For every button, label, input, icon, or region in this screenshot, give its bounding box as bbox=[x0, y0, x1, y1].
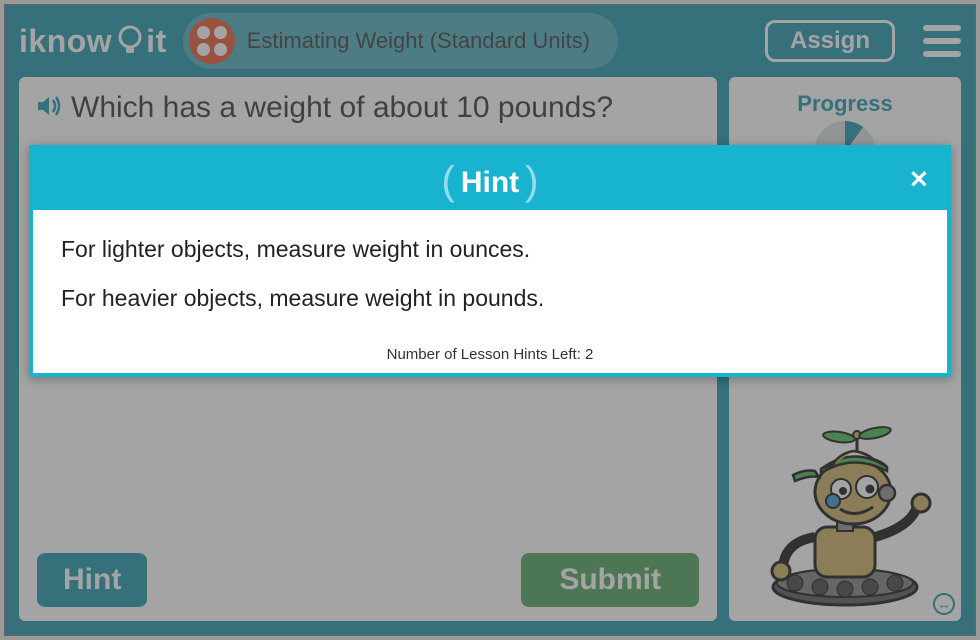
resize-icon[interactable]: ↔ bbox=[933, 593, 955, 615]
question-text: Which has a weight of about 10 pounds? bbox=[71, 91, 613, 125]
lesson-title: Estimating Weight (Standard Units) bbox=[247, 28, 590, 54]
logo-text-b: it bbox=[146, 23, 167, 60]
assign-button[interactable]: Assign bbox=[765, 20, 895, 62]
hints-remaining: Number of Lesson Hints Left: 2 bbox=[33, 346, 947, 373]
hint-modal-title: Hint bbox=[461, 166, 519, 199]
menu-icon[interactable] bbox=[923, 25, 961, 57]
logo-text-a: iknow bbox=[19, 23, 112, 60]
close-icon[interactable]: ✕ bbox=[909, 165, 929, 194]
level-badge-icon bbox=[189, 18, 235, 64]
hint-modal: (Hint) ✕ For lighter objects, measure we… bbox=[29, 145, 951, 377]
submit-button[interactable]: Submit bbox=[521, 553, 699, 607]
app-frame: iknow it Estimating Weight (Standard Uni… bbox=[4, 4, 976, 636]
hint-line-2: For heavier objects, measure weight in p… bbox=[61, 285, 919, 312]
hint-modal-header: (Hint) ✕ bbox=[33, 149, 947, 210]
hint-line-1: For lighter objects, measure weight in o… bbox=[61, 236, 919, 263]
header-bar: iknow it Estimating Weight (Standard Uni… bbox=[5, 5, 975, 77]
lesson-pill[interactable]: Estimating Weight (Standard Units) bbox=[183, 13, 618, 69]
hint-button[interactable]: Hint bbox=[37, 553, 147, 607]
progress-label: Progress bbox=[797, 91, 892, 117]
logo[interactable]: iknow it bbox=[19, 23, 167, 60]
hint-modal-body: For lighter objects, measure weight in o… bbox=[33, 210, 947, 346]
robot-mascot bbox=[739, 397, 951, 607]
speaker-icon[interactable] bbox=[37, 94, 63, 123]
lightbulb-icon bbox=[116, 25, 144, 57]
